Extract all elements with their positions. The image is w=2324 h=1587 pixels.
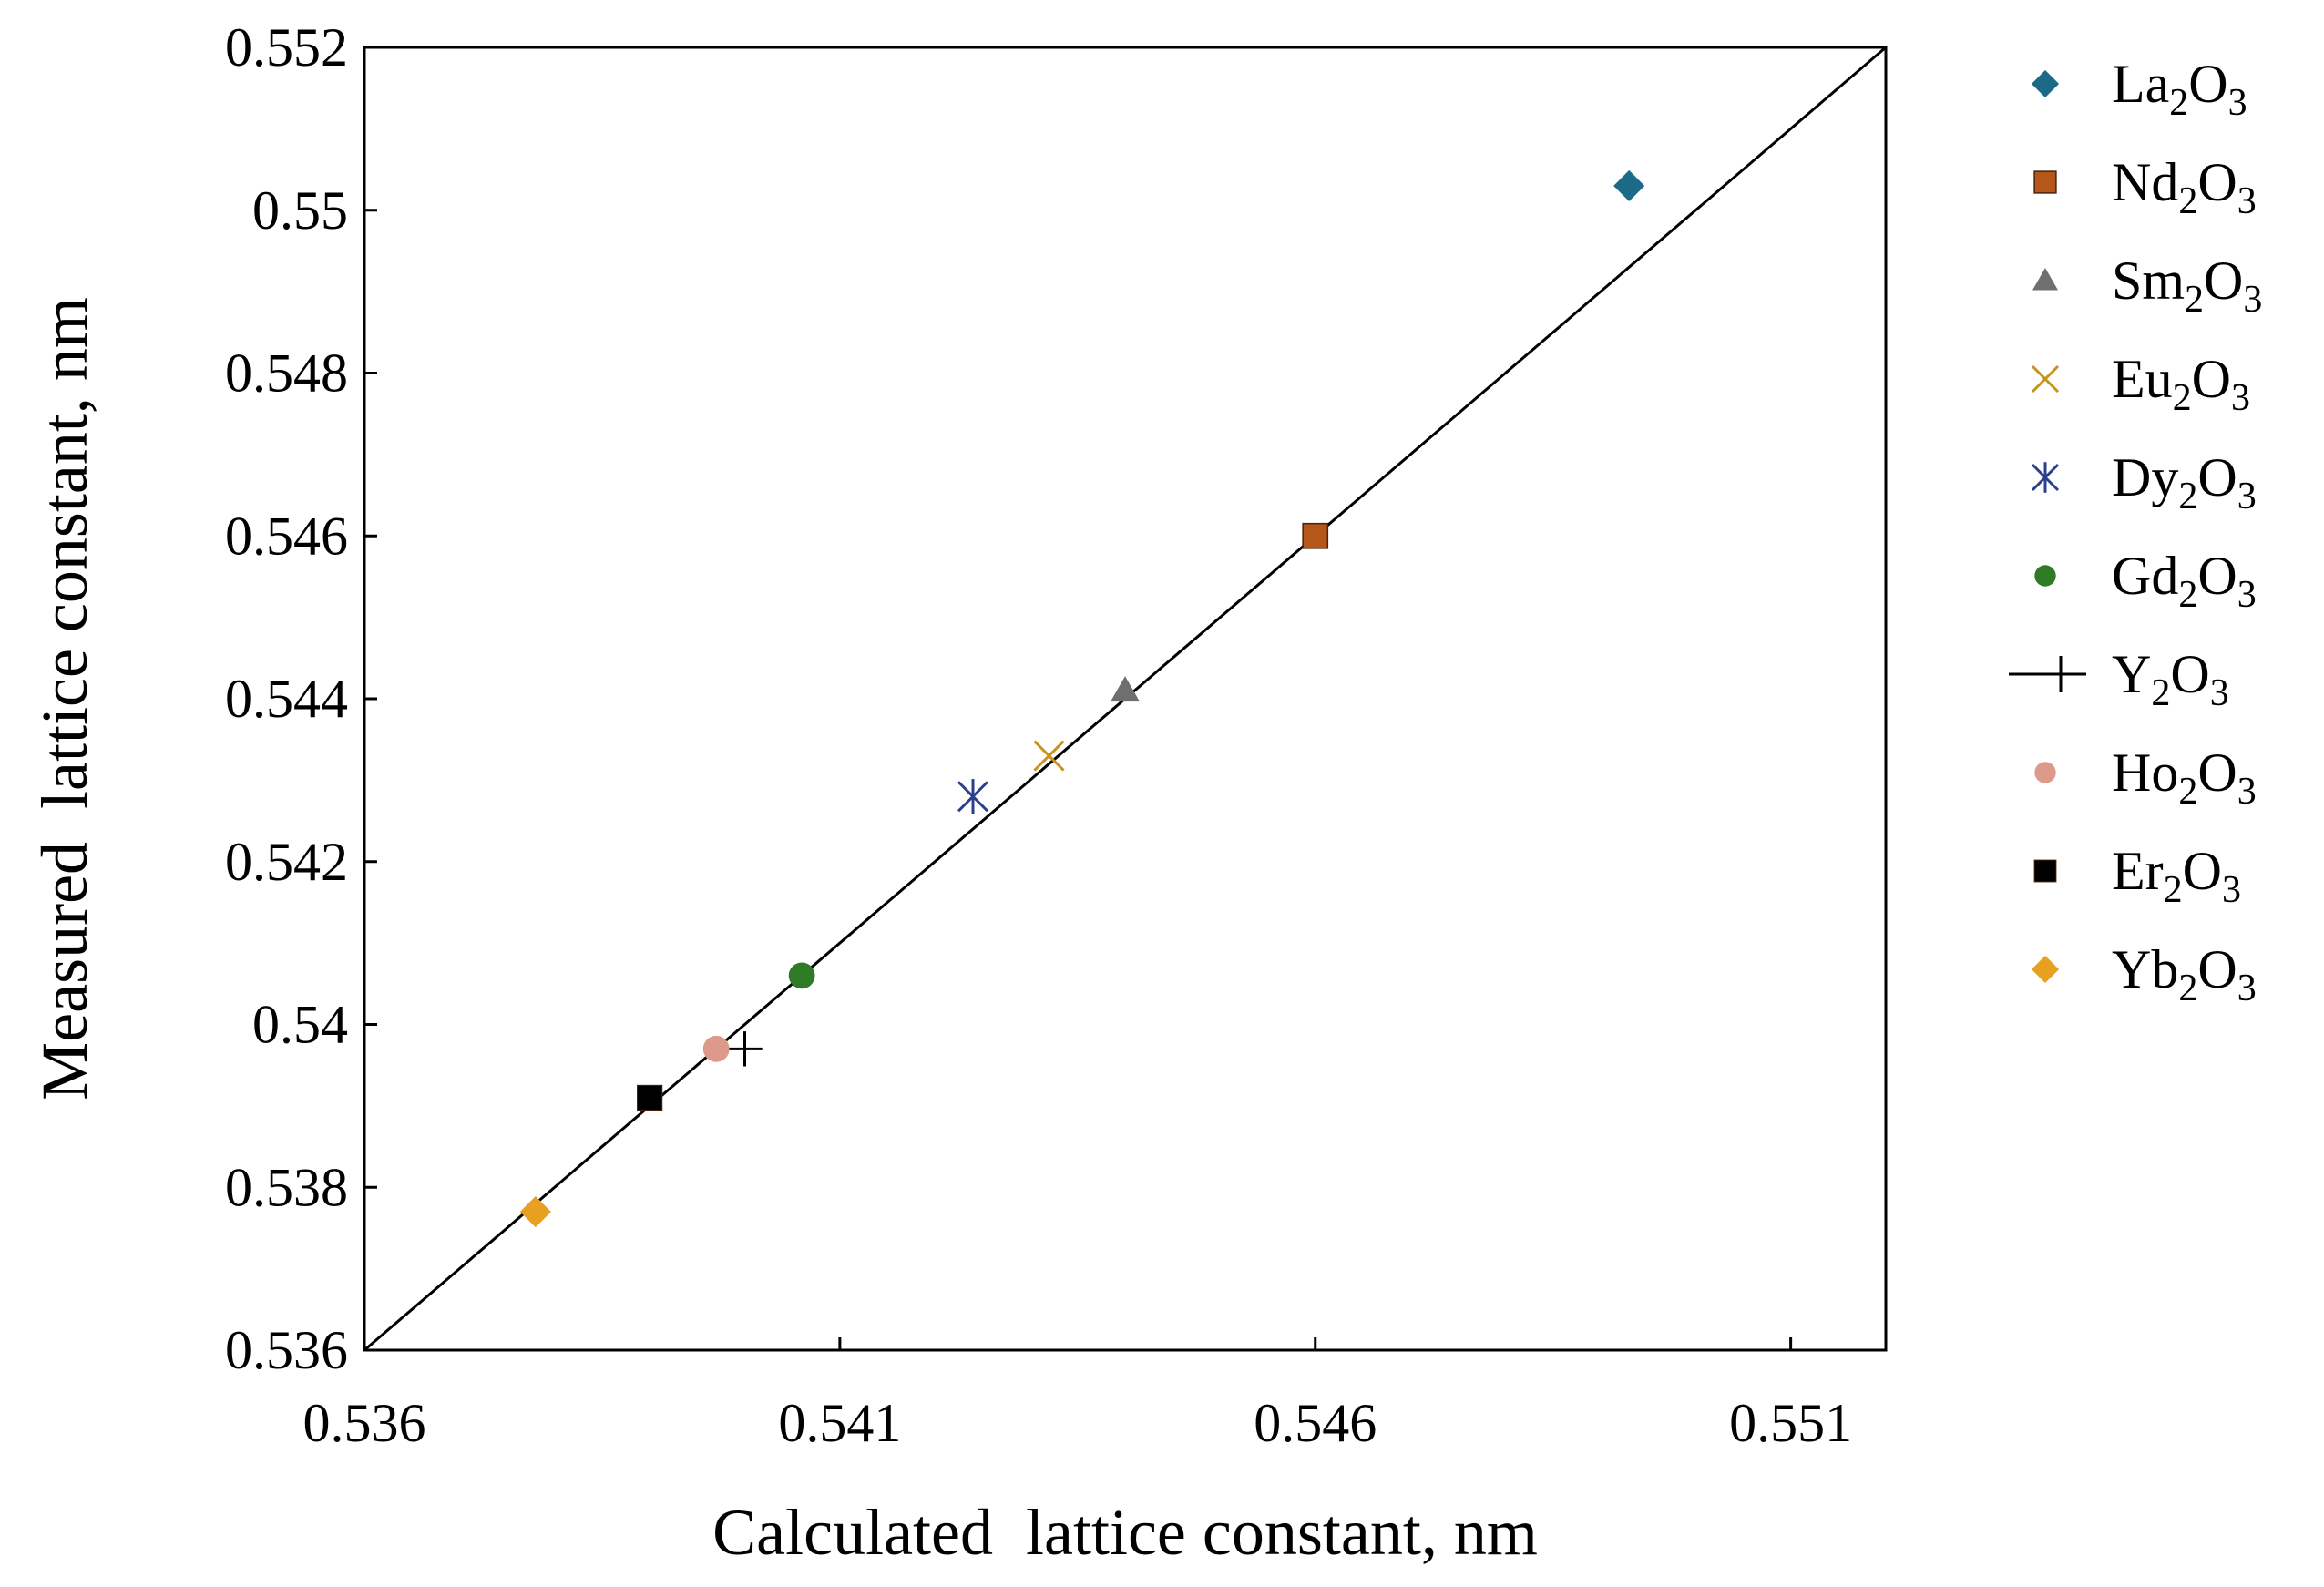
legend-marker [2031, 955, 2060, 984]
legend-label: Dy2O3 [2112, 447, 2257, 517]
legend-marker [2031, 364, 2060, 394]
y-tick-label: 0.54 [252, 995, 348, 1055]
y-tick-label: 0.552 [225, 17, 348, 77]
x-tick-label: 0.546 [1254, 1393, 1377, 1453]
legend-marker [2031, 462, 2060, 493]
marker-shape [702, 1035, 730, 1062]
marker-shape [2031, 69, 2060, 98]
legend-label: La2O3 [2112, 54, 2247, 124]
data-point-la2o3 [1613, 169, 1645, 201]
legend-label: Yb2O3 [2112, 939, 2257, 1009]
y-tick-label: 0.536 [225, 1320, 348, 1380]
axis-ticks: 0.536 0.541 0.546 0.551 0.536 0.538 0.54 0.542 0… [225, 17, 1852, 1453]
data-point-dy2o3 [957, 779, 989, 814]
data-point-sm2o3 [1111, 676, 1140, 702]
data-point-eu2o3 [1033, 740, 1065, 772]
legend: La2O3 Nd2O3 Sm2O3 Eu2O3 Dy2O3 Gd2O3 Y2O3 Ho2O3 E… [2009, 54, 2262, 1009]
data-point-y2o3 [727, 1031, 763, 1067]
legend-label: Nd2O3 [2112, 152, 2257, 222]
y-tick-label: 0.542 [225, 832, 348, 892]
legend-marker [2034, 565, 2056, 587]
marker-shape [637, 1084, 663, 1111]
marker-shape [788, 962, 815, 989]
marker-stroke [2031, 364, 2060, 394]
y-tick-label: 0.538 [225, 1157, 348, 1217]
x-axis-title: Calculated lattice constant, nm [712, 1496, 1538, 1569]
y-tick-label: 0.546 [225, 506, 348, 566]
data-point-nd2o3 [1302, 522, 1329, 549]
legend-label: Eu2O3 [2112, 349, 2250, 419]
legend-marker [2033, 170, 2057, 194]
legend-label: Er2O3 [2112, 841, 2241, 911]
marker-shape [1302, 522, 1329, 549]
marker-shape [2032, 268, 2058, 291]
y-axis-title: Measured lattice constant, nm [28, 297, 101, 1101]
marker-shape [2031, 955, 2060, 984]
legend-label: Y2O3 [2112, 644, 2229, 714]
data-point-ho2o3 [702, 1035, 730, 1062]
legend-marker [2031, 69, 2060, 98]
data-points [519, 169, 1645, 1228]
legend-label: Ho2O3 [2112, 742, 2257, 813]
legend-marker [2032, 268, 2058, 291]
x-tick-label: 0.551 [1729, 1393, 1852, 1453]
y-tick-label: 0.55 [252, 180, 348, 241]
marker-shape [2033, 170, 2057, 194]
y-tick-label: 0.544 [225, 669, 348, 729]
marker-shape [2033, 859, 2057, 883]
y-tick-label: 0.548 [225, 343, 348, 404]
legend-label: Gd2O3 [2112, 546, 2257, 616]
data-point-gd2o3 [788, 962, 815, 989]
marker-shape [1613, 169, 1645, 201]
data-point-yb2o3 [519, 1196, 551, 1228]
x-tick-label: 0.536 [303, 1393, 426, 1453]
legend-marker [2033, 859, 2057, 883]
marker-shape [2034, 762, 2056, 783]
marker-stroke [1033, 740, 1065, 772]
legend-marker [2034, 762, 2056, 783]
data-point-er2o3 [637, 1084, 663, 1111]
marker-shape [2034, 565, 2056, 587]
x-tick-label: 0.541 [778, 1393, 901, 1453]
marker-shape [519, 1196, 551, 1228]
marker-shape [1111, 676, 1140, 702]
legend-label: Sm2O3 [2112, 251, 2262, 321]
